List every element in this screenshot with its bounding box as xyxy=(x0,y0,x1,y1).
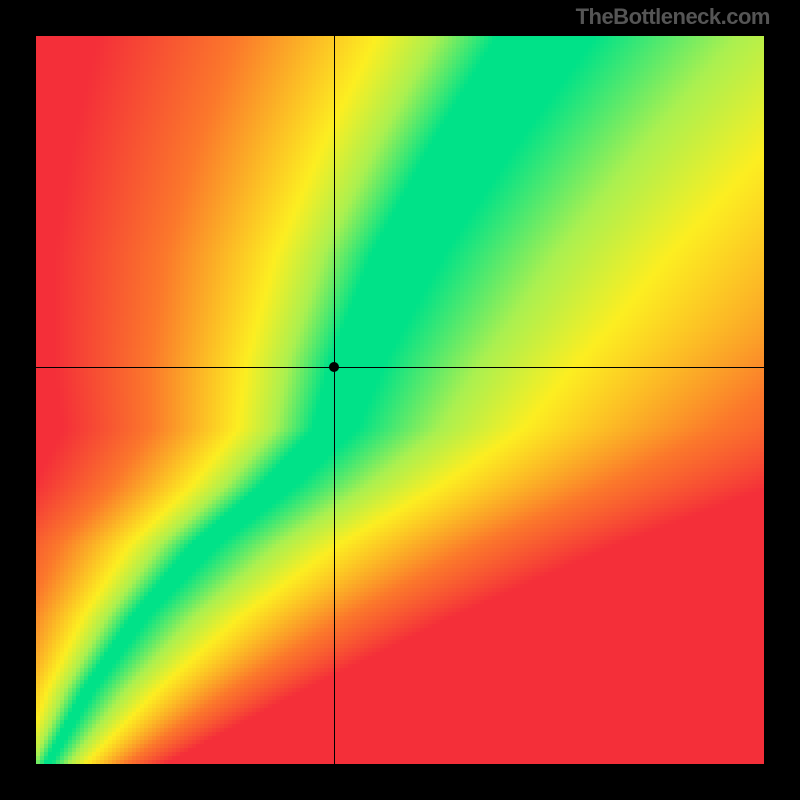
heatmap-canvas xyxy=(36,36,764,764)
bottleneck-heatmap xyxy=(35,35,765,765)
attribution-text: TheBottleneck.com xyxy=(576,4,770,30)
